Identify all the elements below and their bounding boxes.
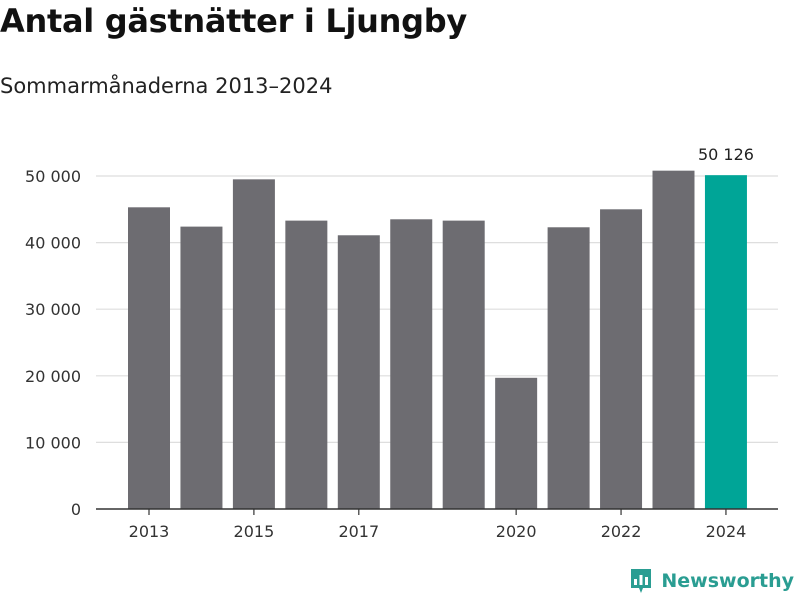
- y-tick-label: 30 000: [25, 300, 81, 319]
- bar-2013: [128, 207, 170, 509]
- x-tick-label: 2022: [601, 522, 642, 541]
- bar-2023: [652, 170, 695, 509]
- bar-2017: [337, 235, 380, 510]
- y-tick-label: 0: [71, 500, 81, 519]
- bar-2014: [180, 226, 223, 509]
- bar-2022: [600, 209, 643, 510]
- bar-2018: [390, 219, 433, 510]
- bar-2016: [285, 220, 328, 509]
- data-label-2024: 50 126: [698, 145, 754, 164]
- y-tick-label: 20 000: [25, 367, 81, 386]
- y-tick-label: 10 000: [25, 433, 81, 452]
- bar-2019: [442, 220, 485, 509]
- y-tick-label: 40 000: [25, 234, 81, 253]
- bar-2015: [232, 179, 275, 509]
- brand-logo: Newsworthy: [629, 568, 794, 594]
- x-tick-label: 2015: [234, 522, 275, 541]
- bar-2021: [547, 227, 590, 510]
- newsworthy-bar-chart-logo-icon: [631, 569, 652, 593]
- y-tick-label: 50 000: [25, 167, 81, 186]
- chart-title: Antal gästnätter i Ljungby: [0, 2, 467, 40]
- x-tick-label: 2024: [706, 522, 747, 541]
- x-tick-label: 2013: [129, 522, 170, 541]
- bar-2024: [704, 175, 747, 510]
- bar-2020: [495, 377, 538, 509]
- x-tick-label: 2020: [496, 522, 537, 541]
- x-tick-label: 2017: [338, 522, 379, 541]
- brand-name: Newsworthy: [661, 570, 794, 592]
- chart-subtitle: Sommarmånaderna 2013–2024: [0, 74, 333, 98]
